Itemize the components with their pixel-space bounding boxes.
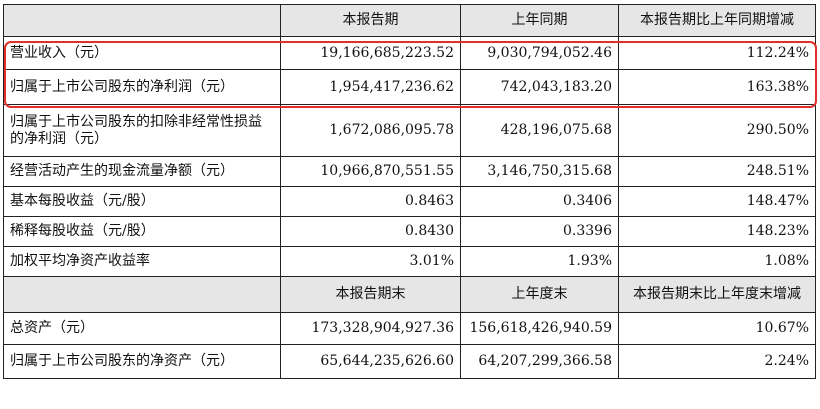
header-prior-period: 上年同期	[460, 4, 619, 37]
row-change-value: 2.24%	[618, 344, 816, 379]
row-change-value: 10.67%	[618, 312, 816, 345]
row-prior-value: 428,196,075.68	[460, 104, 619, 157]
row-change-value: 148.47%	[618, 186, 816, 217]
row-current-value: 0.8463	[280, 186, 461, 217]
row-label: 总资产（元）	[3, 312, 281, 345]
row-current-value: 3.01%	[280, 246, 461, 277]
row-current-value: 0.8430	[280, 216, 461, 247]
financial-summary-table: 本报告期 上年同期 本报告期比上年同期增减 营业收入（元） 19,166,685…	[3, 4, 816, 379]
row-change-value: 290.50%	[618, 104, 816, 157]
header-prior-year-end: 上年度末	[460, 276, 619, 313]
table-row-net-assets: 归属于上市公司股东的净资产（元） 65,644,235,626.60 64,20…	[3, 344, 816, 379]
row-change-value: 148.23%	[618, 216, 816, 247]
header-change: 本报告期比上年同期增减	[618, 4, 816, 37]
row-label: 归属于上市公司股东的净资产（元）	[3, 344, 281, 379]
row-label: 基本每股收益（元/股）	[3, 186, 281, 217]
row-current-value: 19,166,685,223.52	[280, 36, 461, 70]
table-row-diluted-eps: 稀释每股收益（元/股） 0.8430 0.3396 148.23%	[3, 216, 816, 247]
row-current-value: 1,954,417,236.62	[280, 69, 461, 105]
row-prior-value: 9,030,794,052.46	[460, 36, 619, 70]
row-label: 加权平均净资产收益率	[3, 246, 281, 277]
row-prior-value: 742,043,183.20	[460, 69, 619, 105]
row-prior-value: 64,207,299,366.58	[460, 344, 619, 379]
row-prior-value: 0.3406	[460, 186, 619, 217]
row-change-value: 163.38%	[618, 69, 816, 105]
row-prior-value: 3,146,750,315.68	[460, 156, 619, 187]
header-change-period-end: 本报告期末比上年度末增减	[618, 276, 816, 313]
row-prior-value: 1.93%	[460, 246, 619, 277]
row-change-value: 1.08%	[618, 246, 816, 277]
table-row-basic-eps: 基本每股收益（元/股） 0.8463 0.3406 148.47%	[3, 186, 816, 217]
table-row-operating-cash-flow: 经营活动产生的现金流量净额（元） 10,966,870,551.55 3,146…	[3, 156, 816, 187]
row-current-value: 1,672,086,095.78	[280, 104, 461, 157]
row-label: 归属于上市公司股东的扣除非经常性损益的净利润（元）	[3, 104, 281, 157]
header-current-period: 本报告期	[280, 4, 461, 37]
table-row-net-profit: 归属于上市公司股东的净利润（元） 1,954,417,236.62 742,04…	[3, 69, 816, 105]
table-header-row-period-end: 本报告期末 上年度末 本报告期末比上年度末增减	[3, 276, 816, 313]
header-empty-cell	[3, 4, 281, 37]
row-prior-value: 156,618,426,940.59	[460, 312, 619, 345]
header-current-period-end: 本报告期末	[280, 276, 461, 313]
table-row-revenue: 营业收入（元） 19,166,685,223.52 9,030,794,052.…	[3, 36, 816, 70]
row-label: 归属于上市公司股东的净利润（元）	[3, 69, 281, 105]
row-current-value: 65,644,235,626.60	[280, 344, 461, 379]
table-header-row: 本报告期 上年同期 本报告期比上年同期增减	[3, 4, 816, 37]
header-empty-cell	[3, 276, 281, 313]
row-change-value: 112.24%	[618, 36, 816, 70]
row-current-value: 10,966,870,551.55	[280, 156, 461, 187]
row-prior-value: 0.3396	[460, 216, 619, 247]
table-row-total-assets: 总资产（元） 173,328,904,927.36 156,618,426,94…	[3, 312, 816, 345]
row-label: 营业收入（元）	[3, 36, 281, 70]
table-row-adjusted-net-profit: 归属于上市公司股东的扣除非经常性损益的净利润（元） 1,672,086,095.…	[3, 104, 816, 157]
row-change-value: 248.51%	[618, 156, 816, 187]
row-current-value: 173,328,904,927.36	[280, 312, 461, 345]
row-label: 经营活动产生的现金流量净额（元）	[3, 156, 281, 187]
row-label: 稀释每股收益（元/股）	[3, 216, 281, 247]
table-row-roe: 加权平均净资产收益率 3.01% 1.93% 1.08%	[3, 246, 816, 277]
